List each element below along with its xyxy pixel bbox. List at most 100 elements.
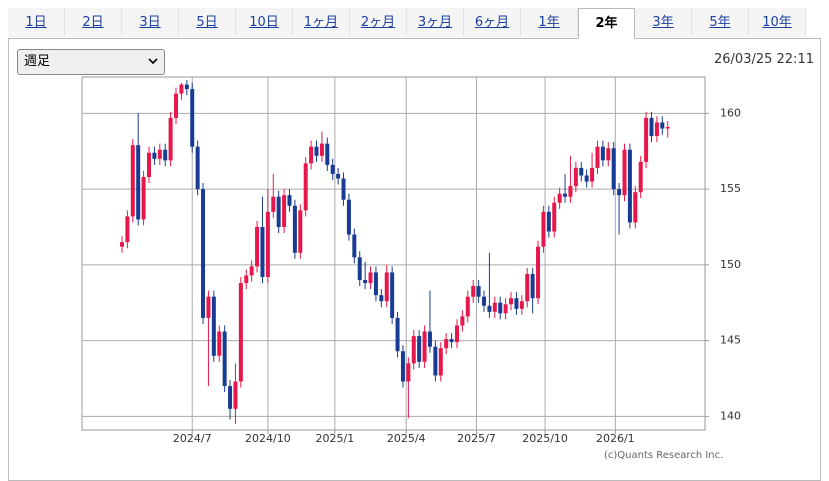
candle-body bbox=[406, 363, 411, 382]
candle-body bbox=[665, 126, 670, 129]
candle-body bbox=[557, 193, 562, 203]
candle-body bbox=[195, 146, 200, 190]
period-tab[interactable]: 6ヶ月 bbox=[464, 8, 521, 37]
x-tick-label: 2025/1 bbox=[316, 432, 355, 445]
candle-body bbox=[384, 272, 389, 302]
period-tab[interactable]: 1日 bbox=[8, 8, 65, 37]
candle-body bbox=[309, 146, 314, 164]
candle-body bbox=[411, 336, 416, 364]
candle-body bbox=[460, 316, 465, 326]
candle-body bbox=[584, 175, 589, 182]
x-tick-label: 2025/4 bbox=[387, 432, 426, 445]
candle-body bbox=[568, 186, 573, 197]
candle-body bbox=[627, 149, 632, 223]
candle-body bbox=[503, 304, 508, 314]
candle-body bbox=[211, 296, 216, 356]
period-tab[interactable]: 10日 bbox=[236, 8, 293, 37]
candle-body bbox=[590, 167, 595, 182]
period-select[interactable]: 週足 bbox=[17, 49, 165, 75]
period-tab[interactable]: 1ヶ月 bbox=[293, 8, 350, 37]
tab-bar: 1日 2日 3日 5日 10日 1ヶ月 2ヶ月 3ヶ月 6ヶ月 1年 2年 3年 5年 10年 bbox=[8, 8, 821, 39]
candle-body bbox=[314, 146, 319, 156]
candle-body bbox=[417, 336, 422, 362]
candle-body bbox=[238, 283, 243, 382]
candle-body bbox=[136, 145, 141, 220]
candle-body bbox=[427, 331, 432, 347]
candle-body bbox=[179, 84, 184, 94]
candle-body bbox=[638, 161, 643, 193]
period-tab[interactable]: 3年 bbox=[635, 8, 692, 37]
period-tab[interactable]: 3日 bbox=[122, 8, 179, 37]
period-tab[interactable]: 2ヶ月 bbox=[350, 8, 407, 37]
candle-body bbox=[465, 296, 470, 317]
candle-body bbox=[352, 234, 357, 258]
candle-body bbox=[492, 302, 497, 312]
candle-body bbox=[325, 143, 330, 165]
candle-body bbox=[168, 117, 173, 161]
candle-body bbox=[563, 193, 568, 197]
period-tab[interactable]: 2年 bbox=[578, 8, 635, 39]
candle-body bbox=[255, 226, 260, 267]
candle-body bbox=[617, 189, 622, 196]
candle-body bbox=[530, 273, 535, 299]
candle-body bbox=[222, 331, 227, 387]
candle-body bbox=[660, 122, 665, 129]
candle-body bbox=[357, 257, 362, 281]
credit: (c)Quants Research Inc. bbox=[604, 450, 723, 461]
candle-body bbox=[174, 93, 179, 118]
candle-body bbox=[454, 325, 459, 343]
candle-body bbox=[228, 386, 233, 409]
candle-body bbox=[552, 202, 557, 232]
candle-body bbox=[611, 148, 616, 190]
period-tab[interactable]: 3ヶ月 bbox=[407, 8, 464, 37]
candle-body bbox=[379, 295, 384, 302]
candle-body bbox=[573, 167, 578, 187]
x-tick-label: 2025/7 bbox=[457, 432, 496, 445]
candle-body bbox=[244, 275, 249, 284]
candle-body bbox=[541, 211, 546, 247]
candle-body bbox=[260, 226, 265, 277]
candle-body bbox=[654, 122, 659, 137]
candle-body bbox=[444, 339, 449, 349]
candle-body bbox=[579, 167, 584, 176]
candle-body bbox=[125, 216, 130, 243]
x-tick-label: 2026/1 bbox=[596, 432, 635, 445]
candle-body bbox=[201, 189, 206, 318]
candle-body bbox=[498, 302, 503, 314]
period-tab[interactable]: 5年 bbox=[692, 8, 749, 37]
period-tab[interactable]: 5日 bbox=[179, 8, 236, 37]
candle-body bbox=[346, 199, 351, 235]
candle-body bbox=[606, 148, 611, 161]
period-tab[interactable]: 2日 bbox=[65, 8, 122, 37]
y-tick-label: 160 bbox=[720, 106, 741, 119]
timestamp: 26/03/25 22:11 bbox=[714, 52, 814, 67]
candle-body bbox=[390, 272, 395, 318]
candle-body bbox=[298, 210, 303, 253]
candle-body bbox=[141, 176, 146, 220]
y-tick-label: 155 bbox=[720, 182, 741, 195]
candle-body bbox=[152, 152, 157, 159]
candle-body bbox=[471, 286, 476, 297]
candle-body bbox=[292, 205, 297, 253]
candle-body bbox=[336, 173, 341, 179]
candle-body bbox=[395, 317, 400, 352]
candle-body bbox=[487, 305, 492, 312]
candle-body bbox=[509, 298, 514, 305]
period-tab[interactable]: 1年 bbox=[521, 8, 578, 37]
candle-body bbox=[368, 272, 373, 284]
candle-body bbox=[184, 84, 189, 90]
candle-body bbox=[422, 331, 427, 362]
candle-body bbox=[482, 296, 487, 306]
candle-body bbox=[276, 196, 281, 227]
candle-body bbox=[287, 195, 292, 206]
candle-body bbox=[622, 149, 627, 196]
candle-body bbox=[190, 89, 195, 147]
candle-body bbox=[525, 273, 530, 302]
candle-body bbox=[271, 196, 276, 212]
y-tick-label: 145 bbox=[720, 334, 741, 347]
candle-body bbox=[157, 149, 162, 159]
period-tab[interactable]: 10年 bbox=[749, 8, 806, 37]
candle-body bbox=[373, 272, 378, 296]
candle-body bbox=[319, 143, 324, 156]
